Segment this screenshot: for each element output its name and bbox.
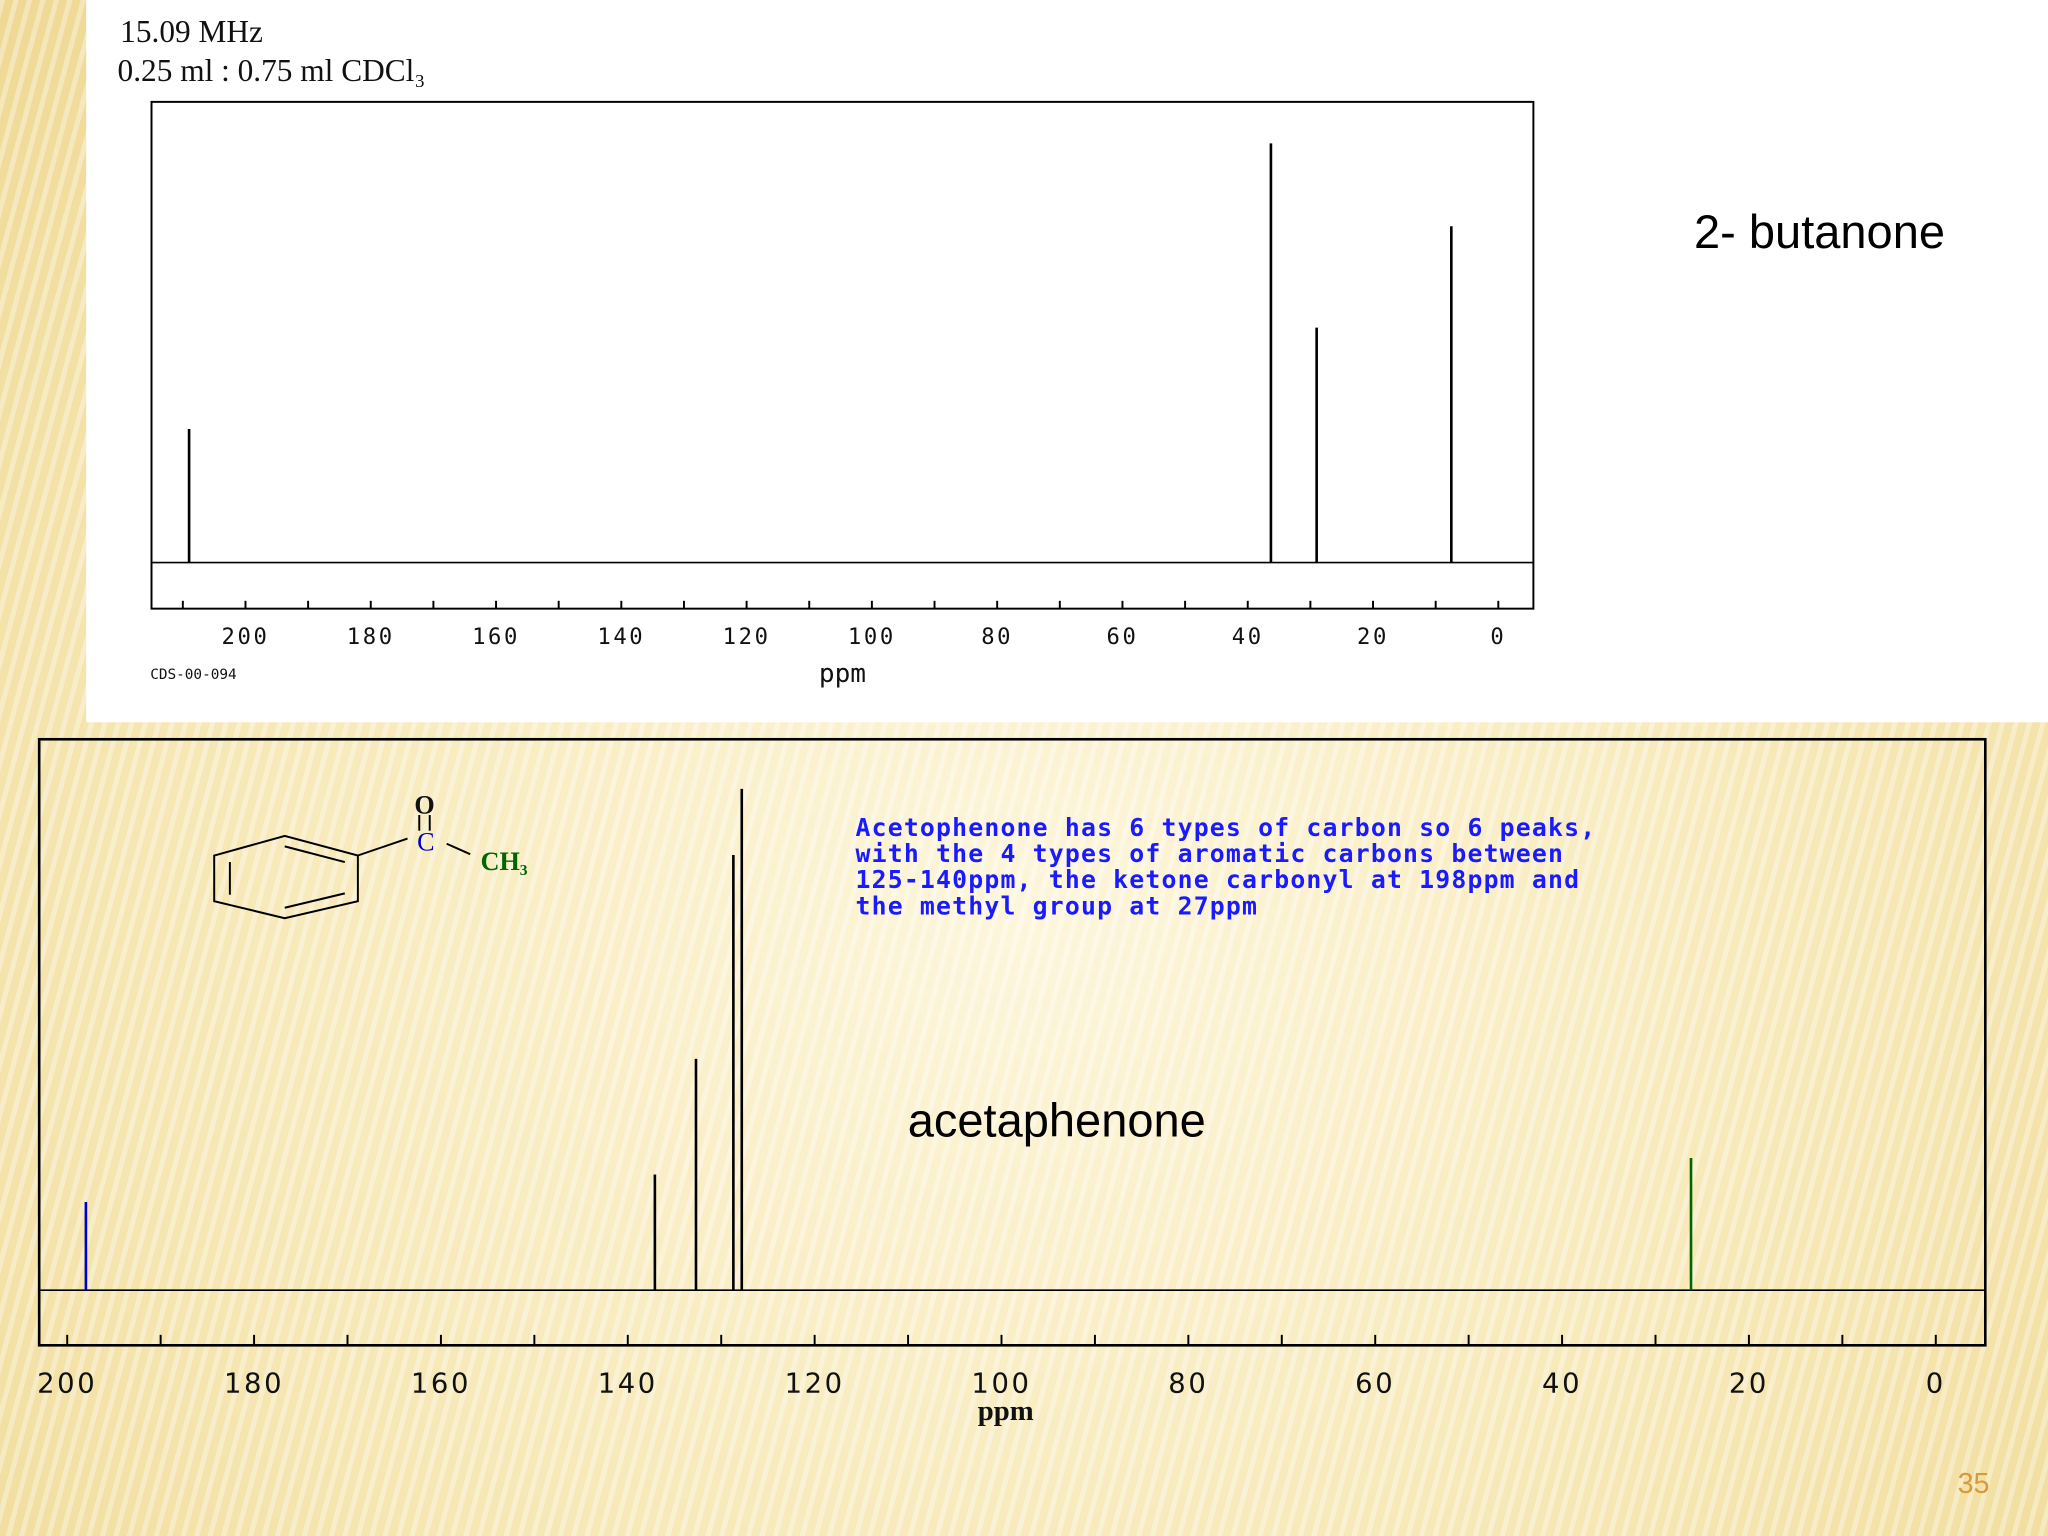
annotation-line: Acetophenone has 6 types of carbon so 6 … bbox=[856, 813, 1597, 842]
x-tick-label: 20 bbox=[1729, 1368, 1769, 1399]
x-tick-label: 180 bbox=[347, 624, 395, 650]
x-axis-label: ppm bbox=[978, 1395, 1034, 1427]
x-tick-label: 160 bbox=[411, 1368, 471, 1399]
x-tick-label: 140 bbox=[597, 624, 645, 650]
x-tick-label: 140 bbox=[598, 1368, 658, 1399]
bond bbox=[357, 837, 408, 857]
solvent-note: 0.25 ml : 0.75 ml CDCl₃ bbox=[118, 53, 426, 88]
spectrum-code: CDS-00-094 bbox=[150, 667, 236, 683]
plot-frame bbox=[37, 737, 1987, 1347]
x-tick-label: 80 bbox=[981, 624, 1013, 650]
structure bbox=[213, 815, 471, 920]
compound-label: 2- butanone bbox=[1694, 205, 1945, 258]
x-tick-label: 0 bbox=[1926, 1368, 1946, 1399]
atom-label: C bbox=[417, 827, 434, 856]
x-tick-label: 40 bbox=[1232, 624, 1264, 650]
x-axis-label: ppm bbox=[819, 659, 866, 689]
x-tick-label: 100 bbox=[848, 624, 896, 650]
compound-label: acetaphenone bbox=[908, 1093, 1206, 1146]
x-tick-label: 120 bbox=[785, 1368, 845, 1399]
x-tick-label: 180 bbox=[224, 1368, 284, 1399]
atom-label: CH₃ bbox=[481, 847, 528, 876]
bond bbox=[446, 842, 471, 856]
annotation-line: with the 4 types of aromatic carbons bet… bbox=[856, 839, 1565, 868]
spectrum-frequency: 15.09 MHz bbox=[120, 14, 263, 49]
x-tick-label: 60 bbox=[1355, 1368, 1395, 1399]
ring-bond bbox=[284, 892, 346, 909]
x-tick-label: 200 bbox=[37, 1368, 97, 1399]
ring-bond bbox=[284, 845, 346, 863]
x-tick-label: 120 bbox=[723, 624, 771, 650]
top-panel bbox=[86, 0, 2048, 723]
x-tick-label: 80 bbox=[1168, 1368, 1208, 1399]
annotation-line: the methyl group at 27ppm bbox=[856, 891, 1259, 920]
x-tick-label: 40 bbox=[1542, 1368, 1582, 1399]
plot-frame bbox=[150, 100, 1535, 610]
page-number: 35 bbox=[1958, 1468, 1990, 1500]
benzene-ring bbox=[213, 834, 359, 920]
annotation-line: 125-140ppm, the ketone carbonyl at 198pp… bbox=[856, 865, 1581, 894]
x-tick-label: 0 bbox=[1490, 624, 1506, 650]
x-tick-label: 100 bbox=[971, 1368, 1031, 1399]
x-tick-label: 200 bbox=[222, 624, 270, 650]
atom-label: O bbox=[414, 791, 434, 820]
x-tick-label: 160 bbox=[472, 624, 520, 650]
x-tick-label: 60 bbox=[1106, 624, 1138, 650]
x-tick-label: 20 bbox=[1357, 624, 1389, 650]
